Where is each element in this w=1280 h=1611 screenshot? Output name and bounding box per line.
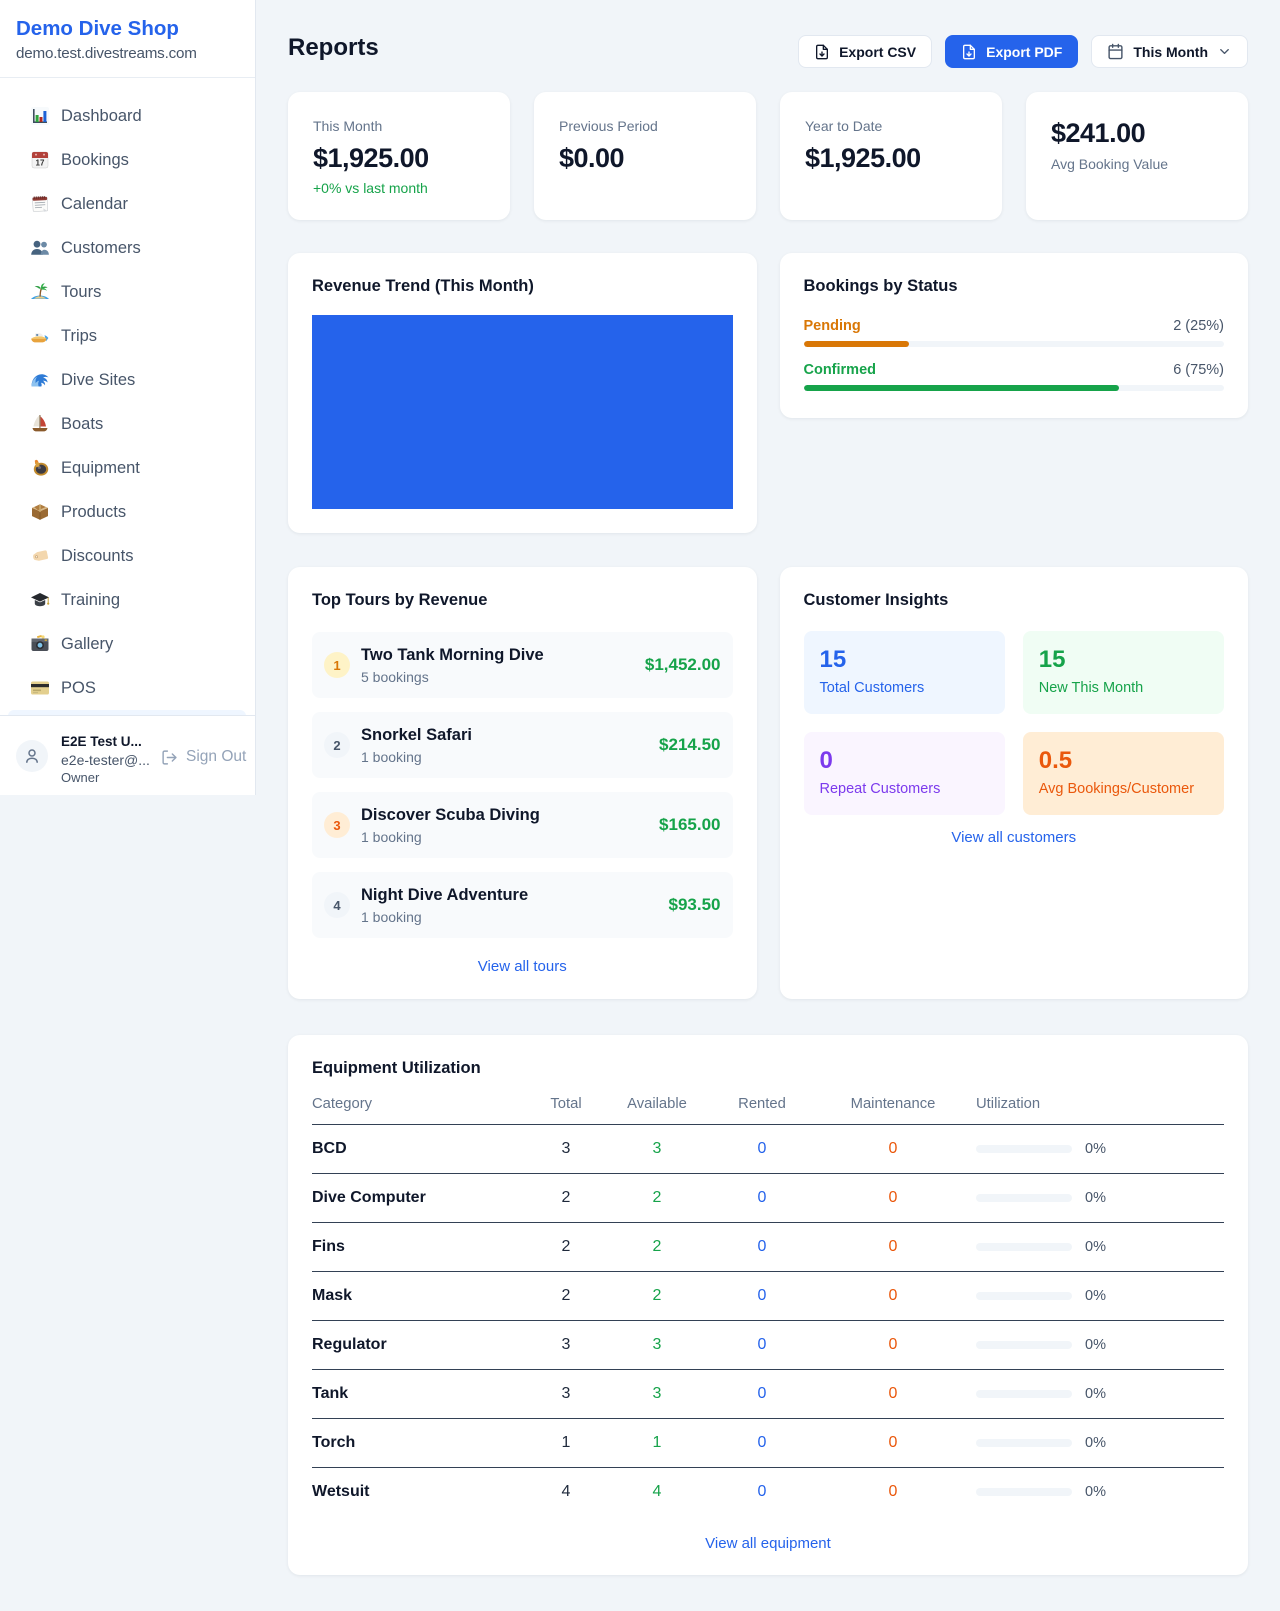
svg-text:17: 17 — [36, 159, 45, 168]
